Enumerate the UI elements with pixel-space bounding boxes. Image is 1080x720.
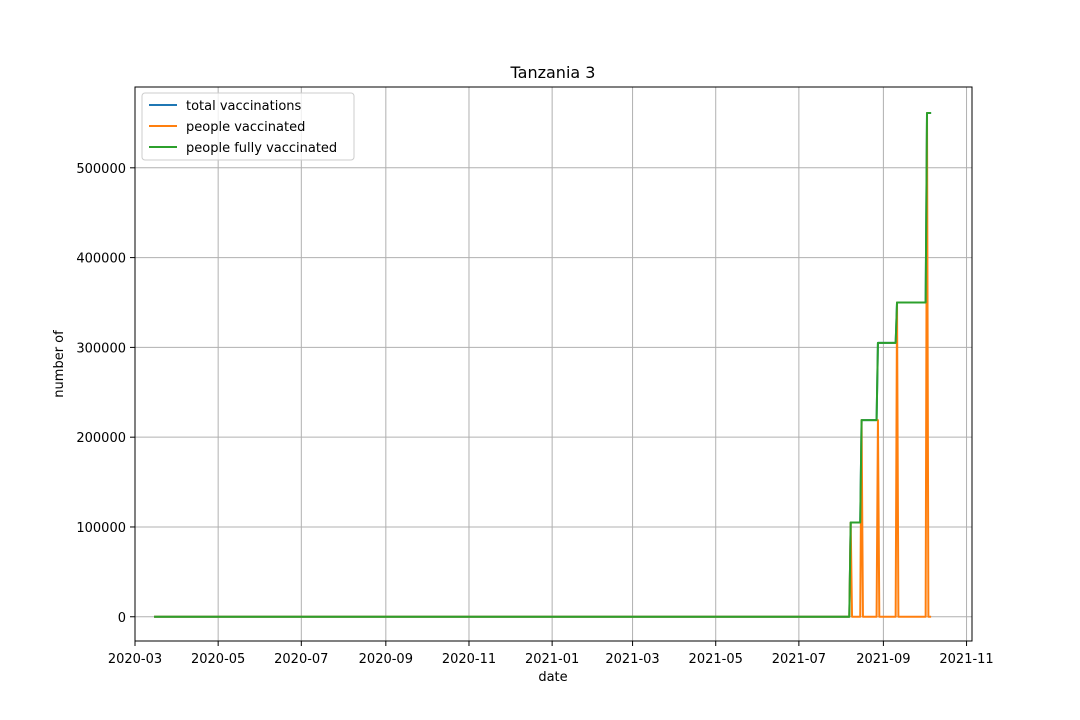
x-tick-label: 2021-07 [772, 652, 826, 667]
legend-box [141, 92, 355, 161]
legend-label: total vaccinations [186, 99, 302, 114]
series-line-people-fully-vaccinated [154, 112, 932, 618]
plot-frame [134, 86, 973, 642]
x-tick-label: 2021-03 [605, 652, 659, 667]
y-tick-label: 500000 [76, 162, 126, 177]
legend-label: people vaccinated [186, 120, 305, 135]
grid-lines [134, 87, 972, 641]
y-tick-label: 100000 [76, 521, 126, 536]
x-tick-label: 2020-03 [108, 652, 162, 667]
y-tick-label: 200000 [76, 431, 126, 446]
x-tick-label: 2021-05 [689, 652, 743, 667]
legend: total vaccinations people vaccinated peopl… [141, 92, 355, 161]
x-axis: 2020-03 2020-05 2020-07 2020-09 2020-11 2021-… [108, 641, 994, 667]
y-tick-label: 300000 [76, 341, 126, 356]
x-tick-label: 2021-01 [525, 652, 579, 667]
x-tick-label: 2021-09 [856, 652, 910, 667]
chart-title: Tanzania 3 [510, 63, 596, 82]
x-tick-label: 2020-11 [442, 652, 496, 667]
x-tick-label: 2021-11 [939, 652, 993, 667]
x-tick-label: 2020-09 [359, 652, 413, 667]
x-axis-title: date [538, 670, 567, 685]
y-tick-label: 400000 [76, 252, 126, 267]
y-axis: 0 100000 200000 300000 400000 500000 [76, 162, 135, 626]
legend-label: people fully vaccinated [186, 141, 337, 156]
series-lines [154, 112, 932, 618]
series-line-people-vaccinated [154, 112, 932, 618]
y-axis-title: number of [52, 330, 67, 398]
y-tick-label: 0 [118, 611, 126, 626]
x-tick-label: 2020-07 [274, 652, 328, 667]
series-line-total-vaccinations [154, 112, 932, 618]
x-tick-label: 2020-05 [191, 652, 245, 667]
